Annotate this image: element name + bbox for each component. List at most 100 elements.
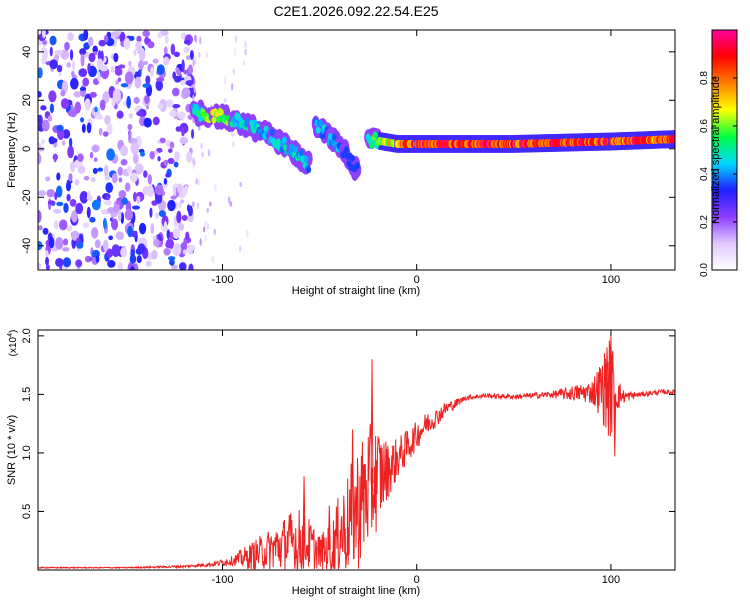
spectrogram-ylabel: Frequency (Hz) bbox=[6, 112, 18, 188]
spectrogram-noise-cell bbox=[192, 94, 195, 103]
spectrogram-noise-cell bbox=[114, 67, 123, 76]
spectrogram-noise-cell bbox=[99, 99, 106, 111]
spectrogram-noise-cell bbox=[214, 182, 217, 192]
spectrogram-noise-cell bbox=[213, 228, 216, 236]
spectrogram-noise-cell bbox=[207, 148, 211, 157]
spectrogram-trace-cell bbox=[298, 149, 304, 157]
spectrogram-noise-cell bbox=[104, 115, 111, 126]
spectrogram-noise-cell bbox=[67, 32, 74, 41]
spectrogram-noise-cell bbox=[155, 212, 159, 219]
spectrogram-noise-cell bbox=[64, 41, 70, 51]
spectrogram-noise-cell bbox=[60, 89, 66, 97]
spectrogram-noise-cell bbox=[193, 85, 197, 94]
spectrogram-frame bbox=[37, 29, 676, 271]
spectrogram-noise-cell bbox=[201, 151, 204, 158]
colorbar-tick-label: 0.0 bbox=[699, 263, 710, 277]
spectrogram-noise-cell bbox=[78, 68, 88, 77]
spectrogram-ytick-label: 0 bbox=[21, 146, 33, 152]
spectrogram-noise-cell bbox=[117, 166, 124, 176]
spectrogram-noise-cell bbox=[147, 174, 152, 185]
spectrogram-trace-cell bbox=[216, 115, 222, 123]
spectrogram-noise-cell bbox=[48, 236, 55, 249]
spectrogram-noise-cell bbox=[62, 238, 69, 246]
spectrogram-trace-cell bbox=[349, 154, 355, 162]
spectrogram-noise-cell bbox=[90, 177, 96, 183]
spectrogram-noise-cell bbox=[111, 173, 118, 184]
spectrogram-trace-cell bbox=[354, 162, 360, 170]
spectrogram-noise-cell bbox=[124, 71, 134, 85]
spectrogram-noise-cell bbox=[153, 238, 160, 247]
spectrogram-noise-cell bbox=[128, 60, 132, 67]
spectrogram-noise-cell bbox=[49, 35, 57, 46]
spectrogram-noise-cell bbox=[170, 43, 176, 56]
spectrogram-noise-cell bbox=[170, 257, 175, 263]
spectrogram-noise-cell bbox=[185, 55, 191, 61]
colorbar-label: Normalized spectral amplitude bbox=[710, 76, 722, 224]
spectrogram-noise-cell bbox=[157, 103, 164, 110]
spectrogram-trace-cell bbox=[198, 115, 204, 123]
spectrogram-noise-cell bbox=[137, 243, 146, 254]
spectrogram-noise-cell bbox=[62, 247, 70, 252]
spectrogram-noise-cell bbox=[75, 259, 83, 268]
spectrogram-noise-cell bbox=[54, 49, 63, 56]
spectrogram-noise-cell bbox=[111, 244, 121, 257]
spectrogram-noise-cell bbox=[69, 161, 76, 173]
spectrogram-noise-cell bbox=[178, 201, 182, 209]
spectrogram-trace-cell bbox=[281, 136, 287, 144]
spectrogram-noise-cell bbox=[62, 129, 71, 139]
spectrogram-noise-cell bbox=[60, 98, 70, 110]
spectrogram-noise-cell bbox=[152, 235, 157, 240]
spectrogram-trace-cell bbox=[318, 120, 324, 128]
spectrogram-noise-cell bbox=[48, 90, 57, 103]
spectrogram-noise-cell bbox=[94, 106, 98, 113]
spectrogram-noise-cell bbox=[159, 30, 169, 37]
spectrogram-noise-cell bbox=[139, 151, 146, 157]
spectrogram-noise-cell bbox=[136, 195, 141, 204]
spectrogram-noise-cell bbox=[41, 30, 46, 39]
spectrogram-noise-cell bbox=[103, 199, 112, 206]
spectrogram-noise-cell bbox=[232, 68, 235, 75]
spectrogram-noise-cell bbox=[103, 239, 109, 252]
spectrogram-noise-cell bbox=[190, 128, 195, 139]
spectrogram-trace-cell bbox=[671, 135, 675, 144]
spectrogram-noise-cell bbox=[171, 87, 180, 97]
spectrogram-noise-cell bbox=[79, 48, 87, 56]
spectrogram-noise-cell bbox=[79, 191, 89, 204]
spectrogram-noise-cell bbox=[97, 49, 102, 62]
spectrogram-noise-cell bbox=[186, 151, 193, 163]
spectrogram-noise-cell bbox=[92, 167, 98, 174]
spectrogram-noise-cell bbox=[176, 184, 183, 194]
spectrogram-noise-cell bbox=[38, 67, 43, 79]
spectrogram-noise-cell bbox=[91, 144, 100, 153]
spectrogram-noise-cell bbox=[71, 210, 78, 223]
spectrogram-xlabel: Height of straight line (km) bbox=[292, 285, 420, 297]
spectrogram-noise-cell bbox=[120, 247, 128, 258]
spectrogram-noise-cell bbox=[154, 184, 164, 196]
spectrogram-noise-cell bbox=[158, 210, 166, 218]
spectrogram-noise-cell bbox=[234, 35, 238, 44]
spectrogram-noise-cell bbox=[105, 182, 114, 194]
spectrogram-noise-cell bbox=[185, 80, 194, 86]
spectrogram-noise-cell bbox=[129, 254, 137, 264]
spectrogram-noise-cell bbox=[83, 30, 89, 41]
spectrogram-noise-cell bbox=[176, 210, 182, 224]
spectrogram-noise-cell bbox=[142, 186, 150, 196]
spectrogram-trace-cell bbox=[372, 131, 378, 139]
spectrogram-noise-cell bbox=[56, 172, 61, 181]
spectrogram-noise-cell bbox=[123, 37, 131, 50]
spectrogram-plot-area bbox=[38, 30, 675, 270]
spectrogram-noise-cell bbox=[128, 112, 134, 119]
spectrogram-noise-cell bbox=[199, 36, 202, 45]
spectrogram-noise-cell bbox=[200, 142, 203, 150]
spectrogram-noise-cell bbox=[172, 186, 176, 199]
spectrogram-noise-cell bbox=[138, 222, 147, 235]
spectrogram-noise-cell bbox=[173, 75, 182, 83]
spectrogram-noise-cell bbox=[83, 175, 90, 181]
spectrogram-noise-cell bbox=[145, 75, 151, 85]
spectrogram-noise-cell bbox=[102, 208, 108, 215]
spectrogram-noise-cell bbox=[118, 64, 126, 69]
spectrogram-noise-cell bbox=[181, 87, 191, 98]
spectrogram-noise-cell bbox=[41, 56, 48, 65]
spectrogram-noise-cell bbox=[83, 42, 90, 50]
spectrogram-noise-cell bbox=[45, 176, 51, 182]
